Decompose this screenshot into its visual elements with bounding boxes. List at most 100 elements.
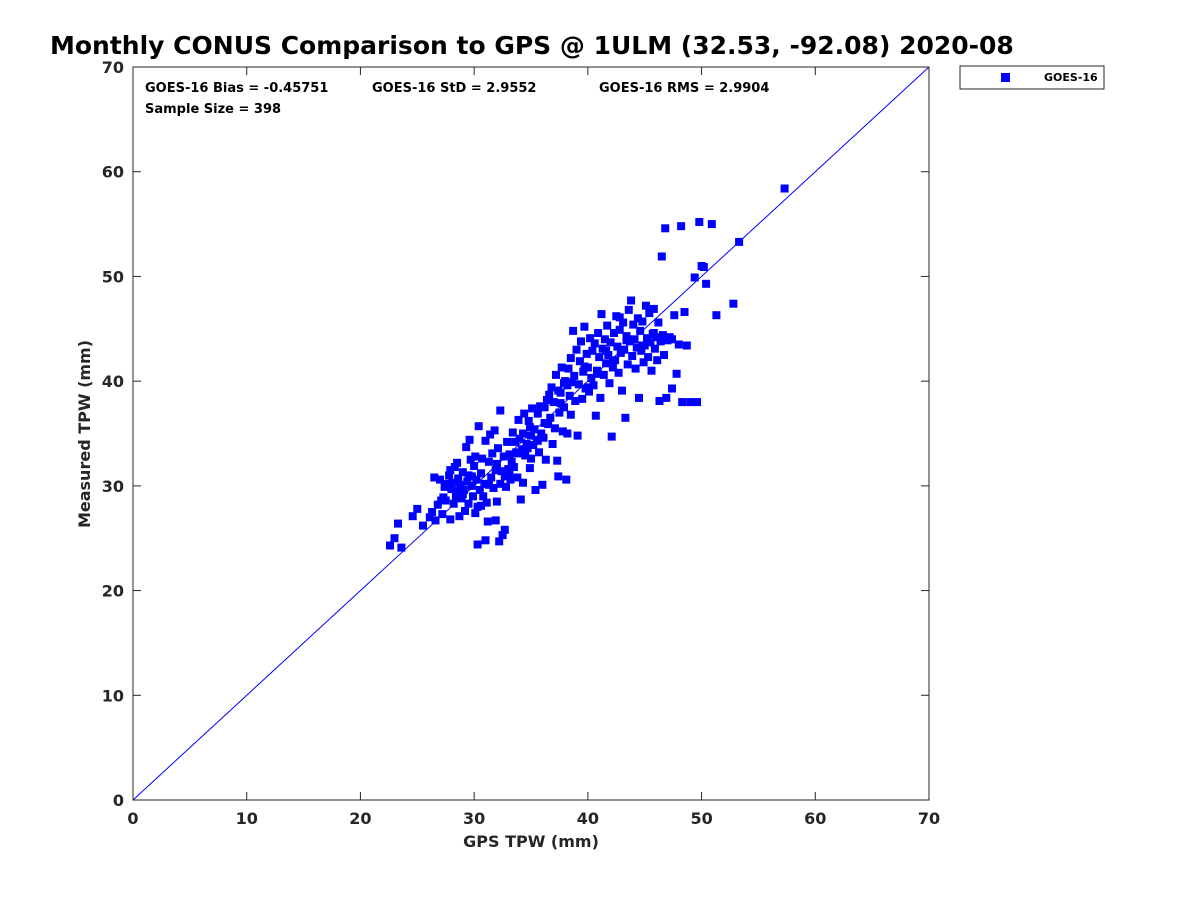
data-point bbox=[499, 452, 508, 461]
data-point bbox=[438, 510, 447, 519]
data-point bbox=[594, 329, 603, 337]
y-tick-label: 20 bbox=[102, 582, 124, 601]
data-point bbox=[535, 448, 543, 457]
data-point bbox=[492, 459, 501, 468]
data-point bbox=[525, 423, 534, 432]
legend-box bbox=[959, 65, 1105, 90]
data-point bbox=[657, 252, 666, 261]
data-point bbox=[613, 342, 622, 351]
std-stat: GOES-16 StD = 2.9552 bbox=[372, 81, 536, 96]
data-point bbox=[614, 368, 623, 377]
data-point bbox=[735, 237, 744, 246]
data-point bbox=[515, 434, 524, 443]
data-point bbox=[442, 479, 451, 488]
x-axis-label: GPS TPW (mm) bbox=[463, 832, 599, 851]
data-point bbox=[491, 466, 500, 475]
data-point bbox=[672, 369, 681, 378]
data-point bbox=[469, 492, 477, 501]
data-point bbox=[650, 344, 659, 353]
data-point bbox=[506, 475, 515, 484]
data-point bbox=[477, 501, 485, 510]
data-point bbox=[557, 363, 566, 372]
data-point bbox=[567, 378, 576, 387]
y-tick-label: 10 bbox=[102, 686, 124, 705]
data-point bbox=[527, 431, 535, 440]
data-point bbox=[458, 468, 467, 477]
data-point bbox=[686, 398, 695, 407]
data-point bbox=[566, 354, 575, 363]
data-point bbox=[446, 515, 455, 524]
legend: GOES-16 bbox=[959, 65, 1105, 90]
data-point bbox=[513, 473, 522, 482]
data-point bbox=[419, 521, 427, 530]
data-point bbox=[464, 499, 473, 508]
data-point bbox=[678, 398, 687, 407]
data-point bbox=[649, 304, 658, 313]
data-point bbox=[545, 390, 554, 399]
data-point bbox=[638, 317, 647, 326]
data-point bbox=[569, 326, 578, 335]
data-point bbox=[564, 364, 573, 373]
data-point bbox=[629, 320, 638, 329]
data-point bbox=[479, 492, 488, 501]
data-point bbox=[603, 321, 612, 330]
data-point bbox=[459, 486, 468, 494]
data-point bbox=[433, 500, 442, 509]
x-tick-label: 0 bbox=[127, 809, 138, 828]
data-point bbox=[658, 331, 667, 340]
data-point bbox=[548, 440, 557, 448]
data-point bbox=[494, 444, 502, 453]
y-tick-label: 30 bbox=[102, 477, 124, 496]
data-point bbox=[531, 486, 540, 494]
data-point bbox=[580, 322, 589, 331]
data-point bbox=[483, 517, 492, 526]
data-point bbox=[580, 362, 589, 371]
data-point bbox=[471, 452, 480, 461]
x-tick-label: 70 bbox=[918, 809, 940, 828]
data-point bbox=[649, 329, 658, 337]
data-point bbox=[490, 426, 499, 435]
y-tick-label: 40 bbox=[102, 372, 124, 391]
data-point bbox=[527, 454, 535, 463]
data-point bbox=[475, 486, 484, 494]
data-point bbox=[662, 335, 671, 344]
data-point bbox=[670, 311, 679, 320]
data-point bbox=[458, 490, 467, 499]
data-point bbox=[394, 519, 402, 528]
data-point bbox=[550, 424, 559, 433]
data-point bbox=[549, 398, 558, 407]
y-axis: 0 10 20 30 40 50 60 70 bbox=[102, 58, 929, 810]
data-point bbox=[586, 334, 595, 343]
data-point bbox=[492, 497, 501, 506]
data-point bbox=[533, 436, 542, 445]
data-point bbox=[533, 409, 542, 418]
data-point bbox=[524, 416, 533, 425]
data-point bbox=[702, 279, 711, 288]
data-point bbox=[528, 404, 537, 413]
data-point bbox=[463, 477, 472, 486]
data-point bbox=[445, 471, 454, 480]
data-point bbox=[619, 318, 628, 327]
data-point bbox=[386, 541, 394, 550]
data-point bbox=[505, 468, 514, 477]
data-point bbox=[537, 429, 546, 438]
data-point bbox=[481, 436, 490, 445]
data-point bbox=[507, 457, 516, 466]
data-point bbox=[632, 343, 641, 352]
data-point bbox=[439, 493, 448, 502]
y-tick-label: 0 bbox=[113, 791, 124, 810]
data-point bbox=[588, 346, 597, 355]
data-point bbox=[462, 443, 471, 452]
data-point bbox=[556, 388, 565, 397]
data-point bbox=[408, 512, 417, 521]
data-point bbox=[607, 432, 616, 441]
data-point bbox=[491, 516, 500, 525]
data-point bbox=[502, 482, 510, 491]
data-point bbox=[519, 429, 527, 438]
y-tick-label: 70 bbox=[102, 58, 124, 77]
data-point bbox=[622, 332, 631, 341]
data-point bbox=[484, 457, 493, 466]
data-point bbox=[635, 393, 643, 402]
data-point bbox=[668, 335, 676, 344]
data-point bbox=[448, 478, 457, 487]
